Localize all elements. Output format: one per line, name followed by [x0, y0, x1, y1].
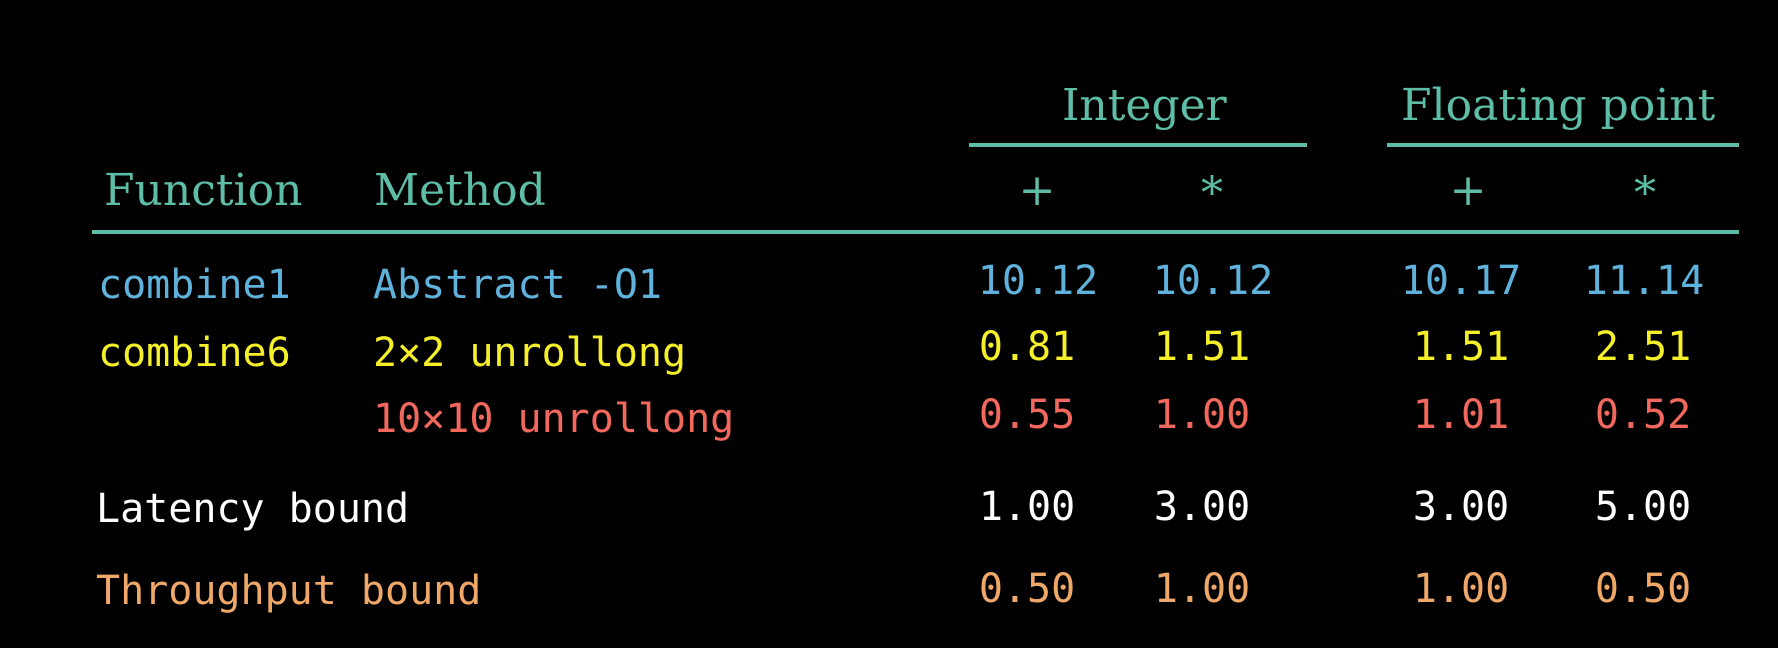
row-throughput-int-add: 0.50 [978, 566, 1076, 612]
row-combine6-2x2-fp-add: 1.51 [1412, 324, 1510, 370]
row-combine1-int-mul: 10.12 [1152, 258, 1274, 304]
integer-underline [969, 143, 1307, 147]
row-combine6-2x2-int-mul: 1.51 [1153, 324, 1251, 370]
row-10x10-fp-mul: 0.52 [1594, 392, 1692, 438]
col-header-fp-add: + [1449, 165, 1487, 216]
row-latency-bound-label: Latency bound [96, 486, 410, 532]
row-throughput-fp-mul: 0.50 [1594, 566, 1692, 612]
col-header-int-add: + [1018, 165, 1056, 216]
floating-point-underline [1387, 143, 1739, 147]
row-combine1-fp-add: 10.17 [1400, 258, 1522, 304]
row-combine6-function: combine6 [98, 330, 291, 376]
row-combine1-int-add: 10.12 [977, 258, 1099, 304]
row-combine6-2x2-fp-mul: 2.51 [1594, 324, 1692, 370]
group-header-floating-point: Floating point [1401, 80, 1716, 131]
row-10x10-int-add: 0.55 [978, 392, 1076, 438]
row-combine6-2x2-int-add: 0.81 [978, 324, 1076, 370]
row-throughput-int-mul: 1.00 [1153, 566, 1251, 612]
row-combine1-method: Abstract -O1 [373, 262, 662, 308]
row-10x10-int-mul: 1.00 [1153, 392, 1251, 438]
row-combine6-2x2-method: 2×2 unrollong [373, 330, 687, 376]
row-10x10-fp-add: 1.01 [1412, 392, 1510, 438]
row-latency-fp-add: 3.00 [1412, 484, 1510, 530]
row-latency-fp-mul: 5.00 [1594, 484, 1692, 530]
col-header-function: Function [104, 165, 303, 216]
col-header-fp-mul: * [1634, 168, 1656, 219]
row-latency-int-add: 1.00 [978, 484, 1076, 530]
col-header-int-mul: * [1201, 168, 1223, 219]
col-header-method: Method [374, 165, 546, 216]
row-10x10-method: 10×10 unrollong [373, 396, 735, 442]
row-combine1-fp-mul: 11.14 [1583, 258, 1705, 304]
group-header-integer: Integer [1062, 80, 1227, 131]
row-throughput-fp-add: 1.00 [1412, 566, 1510, 612]
row-throughput-bound-label: Throughput bound [96, 568, 482, 614]
header-rule [92, 230, 1739, 234]
row-combine1-function: combine1 [98, 262, 291, 308]
row-latency-int-mul: 3.00 [1153, 484, 1251, 530]
